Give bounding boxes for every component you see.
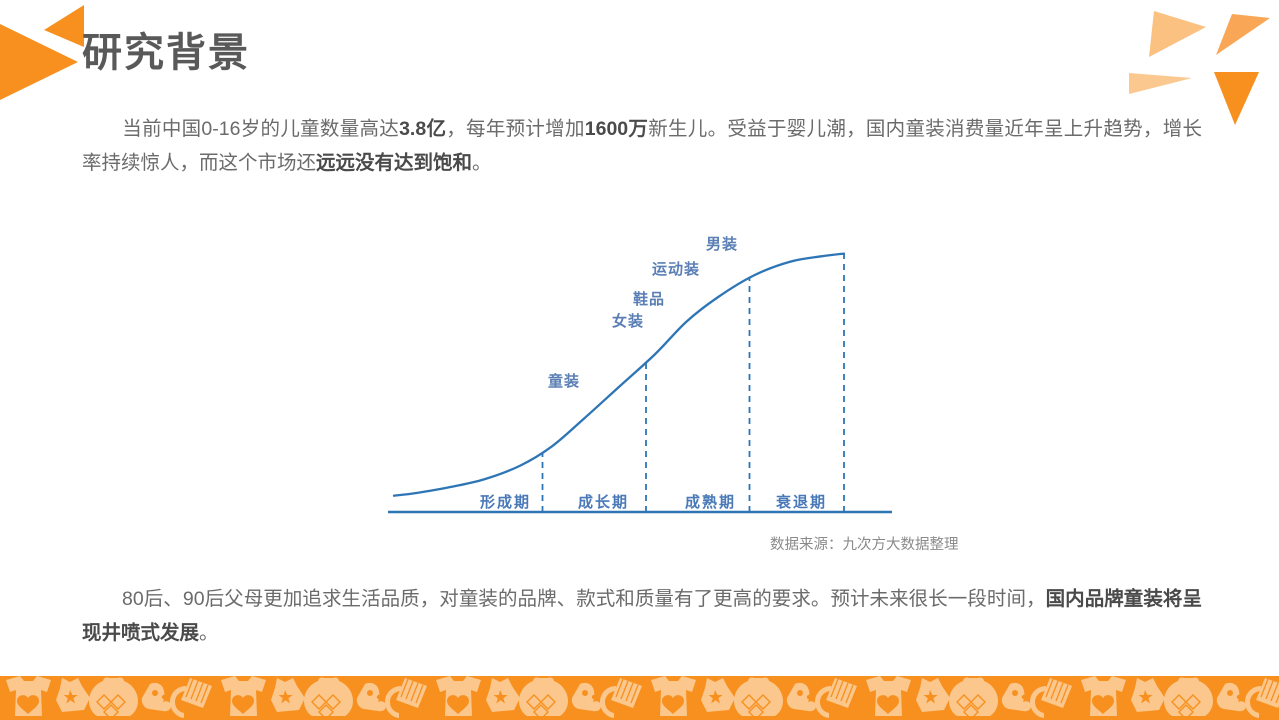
curve-annotation: 男装 [706, 237, 739, 253]
emphasized-text: 远远没有达到饱和 [316, 152, 473, 174]
top-right-decoration [1129, 0, 1279, 125]
body-text: ，每年预计增加 [446, 118, 585, 140]
conclusion-paragraph: 80后、90后父母更加追求生活品质，对童装的品牌、款式和质量有了更高的要求。预计… [82, 582, 1202, 650]
body-text: 新生儿。受益于婴儿潮，国内童装消费量近年呈上升趋势，增长率持续惊人，而这个市场还 [82, 118, 1202, 174]
intro-paragraph: 当前中国0-16岁的儿童数量高达3.8亿，每年预计增加1600万新生儿。受益于婴… [82, 112, 1202, 180]
children-clothing-pattern-icon [0, 676, 1279, 720]
s-curve-svg [388, 252, 892, 514]
stage-label: 成长期 [578, 495, 630, 511]
stage-label: 成熟期 [685, 495, 737, 511]
footer-pattern-band [0, 676, 1279, 720]
body-text: 当前中国0-16岁的儿童数量高达 [122, 118, 400, 140]
body-text: 80后、90后父母更加追求生活品质，对童装的品牌、款式和质量有了更高的要求。预计… [122, 588, 1046, 610]
emphasized-text: 国内品牌童装将呈现井喷式发展 [82, 588, 1202, 644]
emphasized-text: 3.8亿 [399, 118, 447, 140]
product-lifecycle-chart: 童装 女装 鞋品 运动装 男装 形成期 成长期 成熟期 衰退期 [380, 222, 900, 522]
lifecycle-curve [392, 252, 846, 497]
burst-triangles-icon [1129, 11, 1270, 125]
chart-source-note: 数据来源：九次方大数据整理 [770, 537, 959, 553]
stage-label: 衰退期 [776, 495, 828, 511]
stage-label: 形成期 [480, 495, 532, 511]
curve-annotation: 女装 [612, 314, 645, 330]
body-text: 。 [199, 622, 219, 644]
stage-dividers [541, 253, 845, 512]
emphasized-text: 1600万 [584, 118, 649, 140]
page-title: 研究背景 [82, 31, 250, 75]
curve-annotation: 鞋品 [633, 292, 666, 308]
curve-annotation: 运动装 [652, 262, 701, 278]
curve-annotation: 童装 [548, 374, 581, 390]
body-text: 。 [472, 152, 492, 174]
